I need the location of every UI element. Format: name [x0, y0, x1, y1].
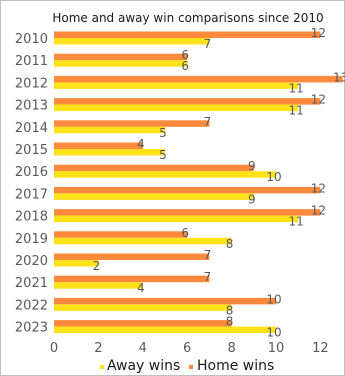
- bar-home-2020: [54, 253, 210, 260]
- bar-away-2022: [54, 304, 232, 311]
- label-home-2020: 7: [204, 248, 212, 262]
- y-tick-2023: 2023: [15, 321, 48, 336]
- bar-away-2011: [54, 60, 188, 67]
- x-tick-12: 12: [312, 341, 329, 356]
- bar-home-2022: [54, 297, 276, 305]
- bar-away-2023: [54, 326, 276, 334]
- bar-away-2013: [54, 104, 299, 112]
- label-away-2010: 7: [204, 37, 212, 51]
- label-away-2012: 11: [289, 81, 304, 95]
- legend-label-away: Away wins: [107, 358, 180, 374]
- label-away-2018: 11: [289, 215, 304, 229]
- label-home-2021: 7: [204, 270, 212, 284]
- bar-away-2019: [54, 237, 232, 245]
- y-tick-2017: 2017: [15, 187, 48, 202]
- x-tick-6: 6: [183, 341, 191, 356]
- x-tick-0: 0: [50, 341, 58, 356]
- legend-swatch-home: [189, 365, 193, 369]
- label-home-2019: 6: [181, 226, 189, 240]
- y-tick-2013: 2013: [15, 99, 48, 114]
- bar-home-2015: [54, 142, 143, 149]
- label-home-2014: 7: [204, 115, 212, 129]
- label-away-2022: 8: [226, 303, 234, 317]
- bar-away-2012: [54, 82, 299, 89]
- bar-home-2017: [54, 186, 321, 194]
- label-home-2013: 12: [311, 93, 326, 107]
- y-tick-2021: 2021: [15, 276, 48, 291]
- bar-away-2021: [54, 282, 143, 289]
- bar-home-2010: [54, 31, 321, 38]
- label-home-2023: 8: [226, 315, 234, 329]
- label-home-2010: 12: [311, 26, 326, 40]
- label-home-2016: 9: [248, 159, 256, 173]
- bar-home-2019: [54, 231, 188, 238]
- y-tick-2019: 2019: [15, 232, 48, 247]
- label-home-2011: 6: [181, 48, 189, 62]
- chart-title: Home and away win comparisons since 2010: [52, 11, 323, 25]
- label-away-2013: 11: [289, 104, 304, 118]
- label-away-2016: 10: [266, 170, 281, 184]
- bar-away-2015: [54, 149, 165, 156]
- x-axis-labels: 0 2 4 6 8 10 12: [50, 341, 329, 356]
- y-tick-2020: 2020: [15, 254, 48, 269]
- bar-home-2018: [54, 209, 321, 216]
- bar-away-2010: [54, 38, 210, 45]
- bar-home-2011: [54, 53, 188, 61]
- y-tick-2011: 2011: [15, 54, 48, 69]
- bar-home-2014: [54, 120, 210, 127]
- bar-home-2016: [54, 164, 254, 172]
- label-away-2017: 9: [248, 192, 256, 206]
- label-away-2014: 5: [159, 126, 167, 140]
- x-tick-10: 10: [268, 341, 285, 356]
- label-home-2017: 12: [311, 181, 326, 195]
- bar-away-2014: [54, 126, 165, 134]
- label-away-2011: 6: [181, 59, 189, 73]
- y-tick-2012: 2012: [15, 76, 48, 91]
- label-home-2015: 4: [137, 137, 145, 151]
- bar-home-2013: [54, 98, 321, 105]
- y-tick-2014: 2014: [15, 121, 48, 136]
- label-away-2015: 5: [159, 148, 167, 162]
- y-tick-2010: 2010: [15, 32, 48, 47]
- bar-away-2018: [54, 215, 299, 223]
- bar-away-2020: [54, 260, 99, 267]
- bar-away-2016: [54, 171, 276, 178]
- y-tick-2018: 2018: [15, 210, 48, 225]
- label-home-2018: 12: [311, 204, 326, 218]
- legend-swatch-away: [100, 365, 104, 369]
- y-tick-2022: 2022: [15, 298, 48, 313]
- bar-home-2023: [54, 320, 232, 327]
- bar-home-2021: [54, 275, 210, 283]
- x-tick-2: 2: [94, 341, 102, 356]
- bar-away-2017: [54, 193, 254, 200]
- label-away-2019: 8: [226, 237, 234, 251]
- label-away-2021: 4: [137, 281, 145, 295]
- label-home-2012: 13: [333, 70, 345, 84]
- bar-home-2012: [54, 75, 343, 83]
- label-away-2023: 10: [266, 326, 281, 340]
- legend-label-home: Home wins: [197, 358, 274, 374]
- label-away-2020: 2: [93, 259, 101, 273]
- x-tick-4: 4: [139, 341, 147, 356]
- x-tick-8: 8: [227, 341, 235, 356]
- y-axis-labels: 2010 2011 2012 2013 2014 2015 2016 2017 2018 2019…: [15, 32, 48, 336]
- legend: Away wins Home wins: [100, 358, 274, 374]
- y-tick-2015: 2015: [15, 143, 48, 158]
- label-home-2022: 10: [266, 292, 281, 306]
- y-tick-2016: 2016: [15, 165, 48, 180]
